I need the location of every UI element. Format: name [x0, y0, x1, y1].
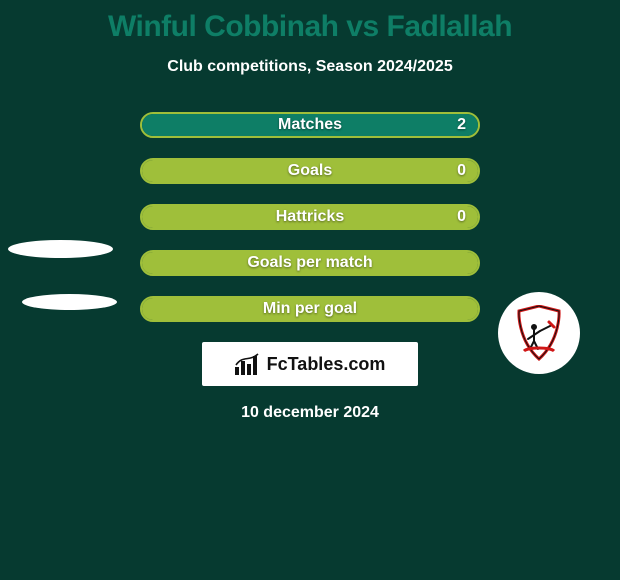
stat-bar-track [140, 158, 480, 184]
date-text: 10 december 2024 [0, 404, 620, 422]
player-badge-ellipse [22, 294, 117, 310]
brand-text: FcTables.com [267, 354, 386, 375]
page-subtitle: Club competitions, Season 2024/2025 [0, 58, 620, 76]
stat-row: Min per goal [140, 296, 480, 322]
stat-bar-right-fill [142, 252, 478, 274]
stat-row: Hattricks0 [140, 204, 480, 230]
stat-bar-right-fill [142, 114, 478, 136]
bars-chart-icon [235, 353, 261, 375]
stat-bar-track [140, 296, 480, 322]
stat-row: Goals0 [140, 158, 480, 184]
content-area: Matches2 Goals0 Hattricks0 Goals per match M… [0, 112, 620, 422]
stat-row: Matches2 [140, 112, 480, 138]
stat-bar-track [140, 204, 480, 230]
page-wrap: Winful Cobbinah vs Fadlallah Club compet… [0, 0, 620, 580]
stat-bar-track [140, 112, 480, 138]
right-club-crest [498, 292, 580, 374]
stat-bar-right-fill [142, 298, 478, 320]
brand-box: FcTables.com [202, 342, 418, 386]
stat-bar-right-fill [142, 160, 478, 182]
stat-bar-track [140, 250, 480, 276]
shield-icon [516, 305, 562, 361]
stat-bars: Matches2 Goals0 Hattricks0 Goals per match M… [140, 112, 480, 322]
player-badge-ellipse [8, 240, 113, 258]
stat-row: Goals per match [140, 250, 480, 276]
page-title: Winful Cobbinah vs Fadlallah [0, 0, 620, 44]
stat-bar-right-fill [142, 206, 478, 228]
